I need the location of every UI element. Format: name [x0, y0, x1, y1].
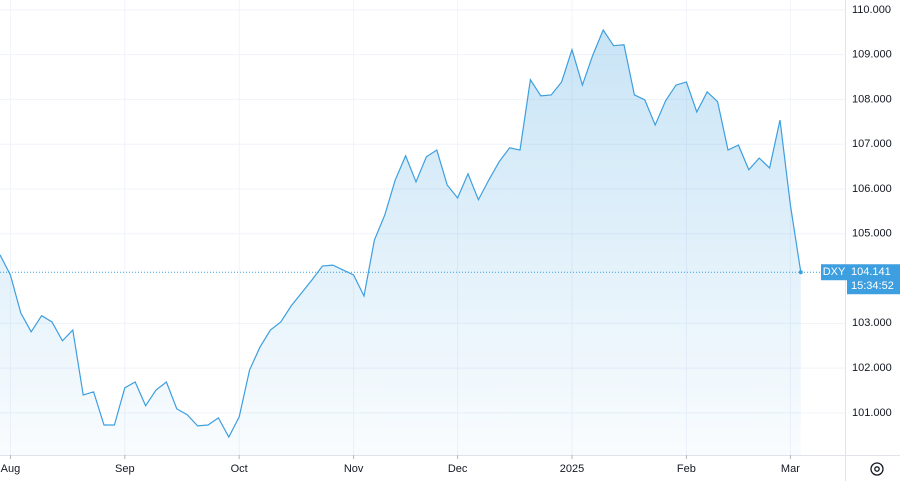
x-tick-label: Feb [677, 463, 696, 475]
y-tick-label: 107.000 [852, 138, 892, 150]
y-tick-label: 108.000 [852, 93, 892, 105]
y-tick-label: 101.000 [852, 407, 892, 419]
plot [0, 28, 845, 456]
line [0, 28, 802, 439]
y-tick-label: 105.000 [852, 228, 892, 240]
area [0, 30, 801, 456]
x-tick-label: Nov [344, 463, 364, 475]
x-tick-label: Dec [448, 463, 468, 475]
x-tick-label: Mar [781, 463, 800, 475]
x-tick-label: Aug [1, 463, 21, 475]
last-time: 15:34:52 [851, 280, 894, 292]
last-point [798, 270, 803, 275]
labels: 101.000 102.000 103.000 105.000 106.000 107.0… [1, 4, 900, 475]
x-tick-label: Oct [231, 463, 248, 475]
settings-button[interactable] [870, 462, 884, 476]
y-tick-label: 106.000 [852, 183, 892, 195]
x-tick-label: 2025 [560, 463, 584, 475]
y-tick-label: 109.000 [852, 49, 892, 61]
series-name-badge [821, 264, 847, 281]
gear-inner [874, 466, 880, 472]
y-tick-label: 103.000 [852, 317, 892, 329]
gear-outer [870, 462, 884, 476]
last-value: 104.141 [851, 266, 891, 278]
series-name: DXY [823, 266, 846, 278]
x-tick-label: Sep [115, 463, 135, 475]
y-tick-label: 102.000 [852, 362, 892, 374]
last-value-badge [847, 264, 900, 295]
y-tick-label: 110.000 [852, 4, 891, 16]
